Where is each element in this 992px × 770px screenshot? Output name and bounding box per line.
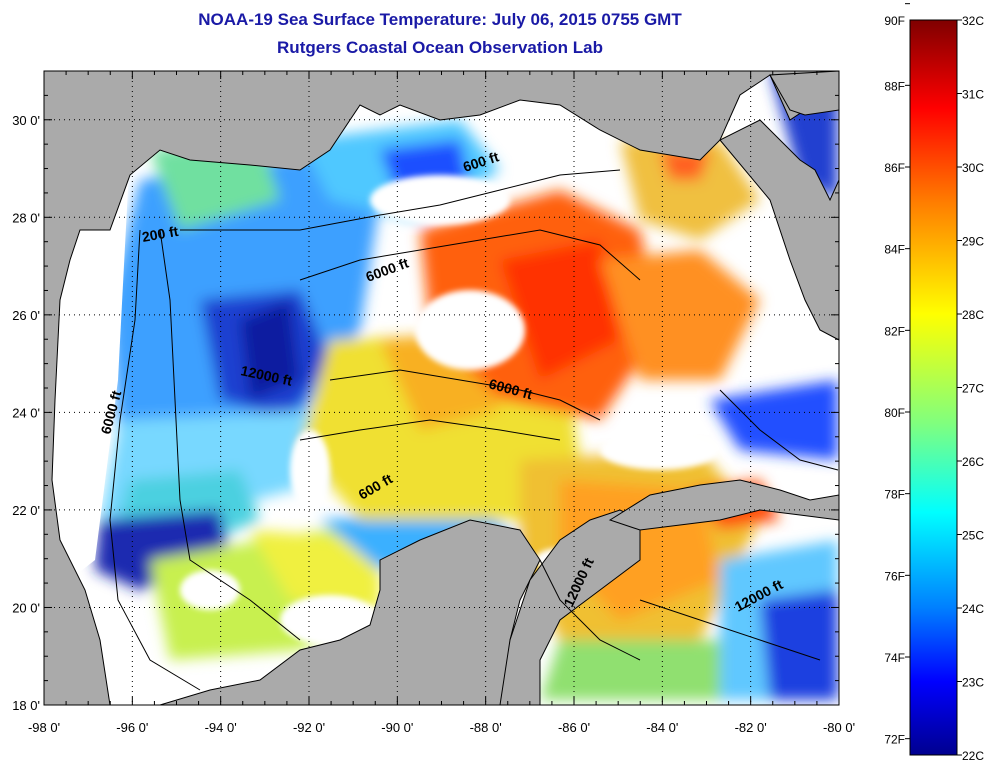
colorbar: 90F 88F 86F 84F 82F 80F 78F 76F 74F 72F 32C 31C 30C… — [884, 3, 984, 763]
colorbar-celsius-label: 32C — [962, 14, 984, 28]
y-tick-label: 22 0' — [12, 503, 40, 518]
colorbar-fahrenheit-labels: 90F 88F 86F 84F 82F 80F 78F 76F 74F 72F — [884, 3, 910, 747]
y-axis: 18 0' 20 0' 22 0' 24 0' 26 0' 28 0' 30 0' — [12, 70, 839, 713]
y-tick-label: 30 0' — [12, 113, 40, 128]
colorbar-celsius-label: 27C — [962, 382, 984, 396]
x-tick-label: -84 0' — [646, 720, 678, 735]
colorbar-fahrenheit-label: 88F — [884, 79, 905, 93]
y-tick-label: 26 0' — [12, 308, 40, 323]
colorbar-fahrenheit-label: 78F — [884, 488, 905, 502]
x-tick-label: -90 0' — [381, 720, 413, 735]
colorbar-fahrenheit-label: 80F — [884, 406, 905, 420]
x-tick-label: -96 0' — [116, 720, 148, 735]
x-tick-label: -98 0' — [28, 720, 60, 735]
x-tick-label: -92 0' — [293, 720, 325, 735]
colorbar-fahrenheit-label: 86F — [884, 161, 905, 175]
y-tick-label: 20 0' — [12, 600, 40, 615]
x-axis: -98 0' -96 0' -94 0' -92 0' -90 0' -88 0' -86 … — [28, 71, 855, 735]
colorbar-celsius-label: 31C — [962, 88, 984, 102]
y-tick-label: 28 0' — [12, 210, 40, 225]
x-tick-label: -94 0' — [205, 720, 237, 735]
colorbar-celsius-label: 29C — [962, 235, 984, 249]
bathymetry-contours — [109, 169, 839, 691]
colorbar-celsius-label: 28C — [962, 308, 984, 322]
colorbar-fahrenheit-label: 90F — [884, 14, 905, 28]
plot-area: 600 ft 200 ft 6000 ft 12000 ft 6000 ft 6… — [44, 71, 839, 705]
colorbar-fahrenheit-label: 74F — [884, 651, 905, 665]
graticule — [44, 71, 839, 705]
x-tick-label: -88 0' — [470, 720, 502, 735]
colorbar-celsius-labels: 32C 31C 30C 29C 28C 27C 26C 25C 24C 23C 22C — [957, 14, 984, 763]
map-subtitle: Rutgers Coastal Ocean Observation Lab — [277, 38, 603, 57]
map-title: NOAA-19 Sea Surface Temperature: July 06… — [198, 10, 682, 29]
colorbar-fahrenheit-label: 72F — [884, 733, 905, 747]
colorbar-fahrenheit-label: 76F — [884, 569, 905, 583]
contour-label-200ft-west: 200 ft — [141, 223, 180, 245]
y-tick-label: 24 0' — [12, 405, 40, 420]
colorbar-fahrenheit-label: 84F — [884, 243, 905, 257]
colorbar-celsius-label: 24C — [962, 602, 984, 616]
x-tick-label: -82 0' — [735, 720, 767, 735]
y-tick-label: 18 0' — [12, 698, 40, 713]
colorbar-fahrenheit-label: 82F — [884, 324, 905, 338]
colorbar-celsius-label: 22C — [962, 749, 984, 763]
colorbar-celsius-label: 23C — [962, 676, 984, 690]
x-tick-label: -86 0' — [558, 720, 590, 735]
colorbar-celsius-label: 30C — [962, 161, 984, 175]
colorbar-celsius-label: 25C — [962, 529, 984, 543]
colorbar-gradient — [909, 19, 958, 756]
x-tick-label: -80 0' — [823, 720, 855, 735]
colorbar-celsius-label: 26C — [962, 455, 984, 469]
